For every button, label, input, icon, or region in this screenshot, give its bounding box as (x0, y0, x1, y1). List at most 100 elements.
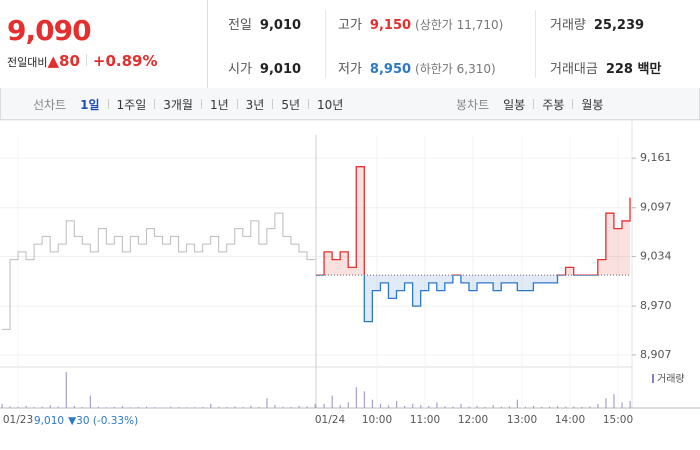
stat-label: 거래량 (550, 18, 586, 33)
volume-bar (565, 406, 567, 408)
volume-bar (170, 406, 172, 408)
tab[interactable]: 3년 (245, 98, 265, 112)
x-tick-label: 01/23 (3, 414, 33, 426)
volume-bar (298, 405, 300, 408)
volume-bar (89, 395, 91, 408)
separator (272, 99, 274, 109)
volume-bar (194, 407, 196, 408)
tab-group: 봉차트 일봉 주봉 월봉 (456, 96, 611, 113)
stat: 시가 9,010 (228, 58, 301, 77)
stat: 고가 9,150 (상한가 11,710) (338, 14, 503, 33)
volume-bar (363, 391, 366, 408)
volume-bar (468, 406, 470, 408)
tab[interactable]: 1주일 (116, 98, 147, 112)
tab[interactable]: 1년 (209, 98, 229, 112)
tab-group: 선차트 1일 1주일 3개월 1년 3년 5년 10년 (33, 96, 351, 113)
tab[interactable]: 3개월 (163, 98, 193, 112)
x-tick-label: 10:00 (362, 414, 392, 426)
volume-bar (137, 407, 140, 408)
volume-bar (186, 407, 188, 408)
volume-bar (105, 407, 108, 408)
volume-bar (153, 407, 156, 408)
tab[interactable]: 1일 (80, 98, 100, 112)
volume-bar (226, 407, 228, 408)
volume-bar (17, 406, 19, 408)
volume-bar (73, 406, 75, 408)
stat: 거래량 25,239 (550, 14, 644, 33)
volume-bar (65, 372, 67, 408)
tab[interactable]: 일봉 (503, 98, 526, 112)
volume-bar (548, 406, 551, 408)
volume-bar (532, 405, 535, 408)
tab[interactable]: 월봉 (581, 98, 604, 112)
volume-bar (282, 406, 284, 408)
volume-bar (436, 402, 438, 408)
area-up (324, 166, 630, 276)
separator (154, 99, 156, 109)
volume-bar (484, 406, 486, 408)
volume-bar (145, 406, 148, 408)
tab[interactable]: 5년 (281, 98, 301, 112)
volume-bar (234, 406, 236, 408)
volume-bar (500, 406, 502, 408)
separator (308, 99, 310, 109)
volume-bar (242, 407, 244, 408)
volume-bar (428, 405, 430, 408)
volume-bar (508, 406, 510, 408)
separator (535, 10, 536, 78)
volume-bar (266, 398, 268, 408)
volume-bar (396, 401, 398, 408)
tab-group-label: 봉차트 (456, 98, 490, 112)
volume-bar (113, 406, 116, 408)
volume-bar (274, 404, 276, 408)
volume-bar (331, 395, 333, 408)
volume-bar (460, 403, 462, 408)
volume-bar (492, 405, 494, 408)
volume-bar (557, 406, 559, 408)
volume-bar (573, 406, 575, 408)
stat-value: 228 백만 (605, 62, 662, 77)
stat: 전일 9,010 (228, 14, 301, 33)
volume-bar (404, 405, 406, 408)
volume-bar (540, 406, 543, 408)
volume-bar (121, 406, 124, 408)
x-tick-label: 13:00 (507, 414, 537, 426)
legend-swatch (652, 374, 654, 383)
stat-label: 고가 (338, 18, 362, 33)
line (2, 212, 315, 330)
stat-note: (상한가 11,710) (415, 18, 504, 32)
footer-change: ▼30 (-0.33%) (68, 415, 138, 427)
volume-bar (162, 407, 164, 408)
change-rate: +0.89% (92, 52, 158, 70)
stat-label: 시가 (228, 62, 252, 77)
separator (107, 99, 109, 109)
separator (200, 99, 202, 109)
stat: 저가 8,950 (하한가 6,310) (338, 58, 496, 77)
tab[interactable]: 10년 (317, 98, 344, 112)
stat-label: 거래대금 (550, 62, 598, 77)
volume-bar (129, 407, 132, 408)
volume-bar (315, 406, 317, 408)
volume-bar (339, 405, 341, 408)
volume-bar (379, 403, 382, 408)
volume-bar (355, 387, 357, 408)
footer-info: 9,010 ▼30 (-0.33%) (34, 415, 138, 427)
area-down (316, 275, 630, 322)
volume-bar (347, 402, 349, 408)
x-tick-label: 15:00 (603, 414, 633, 426)
volume-bar (452, 406, 454, 408)
volume-bar (412, 403, 414, 408)
volume-bar (605, 398, 607, 408)
volume-bar (371, 399, 374, 408)
stat-value: 8,950 (369, 62, 412, 77)
volume-bar (250, 405, 252, 408)
volume-bar (202, 406, 204, 408)
price-box: 9,090 전일대비▲80 +0.89% (0, 0, 208, 88)
volume-bar (218, 406, 220, 408)
volume-bar (97, 406, 100, 408)
volume-bar (33, 407, 35, 408)
tab[interactable]: 주봉 (542, 98, 565, 112)
stat-note: (하한가 6,310) (415, 62, 496, 76)
volume-bar (476, 405, 478, 408)
